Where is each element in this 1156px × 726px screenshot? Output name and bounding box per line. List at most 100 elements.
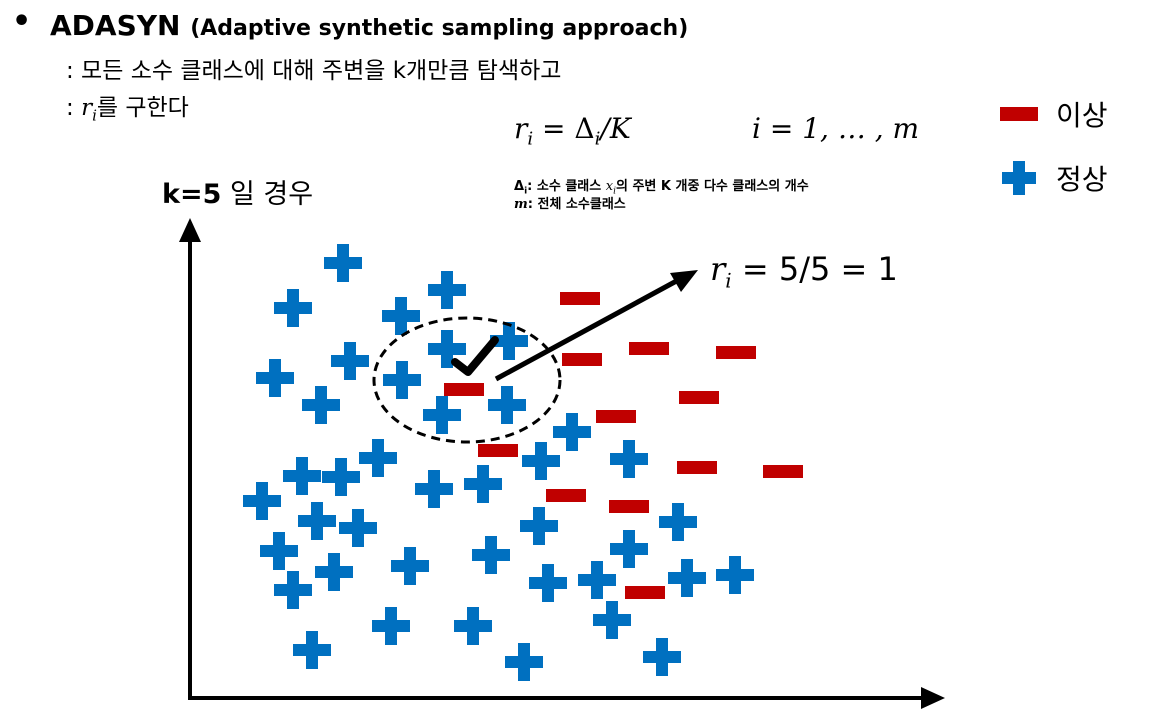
majority-plus-marker xyxy=(324,244,362,282)
majority-plus-marker xyxy=(578,561,616,599)
formula-div: /K xyxy=(600,112,631,145)
majority-plus-marker xyxy=(256,359,294,397)
minority-minus-marker xyxy=(679,391,719,404)
note-delta: Δi: 소수 클래스 xi의 주변 K 개중 다수 클래스의 개수 xyxy=(514,175,809,197)
minority-minus-marker xyxy=(677,461,717,474)
minority-minus-marker xyxy=(596,410,636,423)
line2-suffix: 를 구한다 xyxy=(96,95,189,121)
k-case-label: k=5 일 경우 xyxy=(162,172,313,211)
majority-plus-marker xyxy=(659,503,697,541)
majority-plus-marker xyxy=(464,465,502,503)
note-delta-sub: i xyxy=(524,186,528,197)
majority-plus-marker xyxy=(668,559,706,597)
majority-plus-marker xyxy=(359,439,397,477)
k-case-text: 일 경우 xyxy=(221,179,314,210)
line2-sub: i xyxy=(92,106,97,125)
minus-icon xyxy=(1000,107,1038,121)
x-axis-arrow-icon xyxy=(921,687,945,709)
axes xyxy=(179,218,945,709)
bullet: • xyxy=(12,4,32,39)
slide-title: ADASYN (Adaptive synthetic sampling appr… xyxy=(50,9,688,42)
ri-result-var: r xyxy=(710,250,726,288)
note-m-text: : 전체 소수클래스 xyxy=(527,197,626,212)
k-value: k=5 xyxy=(162,179,222,210)
majority-plus-marker xyxy=(339,509,377,547)
majority-plus-marker xyxy=(454,607,492,645)
majority-plus-marker xyxy=(298,502,336,540)
ri-result-label: ri = 5/5 = 1 xyxy=(710,250,898,292)
note-m: m: 전체 소수클래스 xyxy=(514,193,626,212)
legend-minority: 이상 xyxy=(1000,94,1108,134)
minority-minus-marker xyxy=(625,586,665,599)
majority-plus-marker xyxy=(423,396,461,434)
minority-minus-marker xyxy=(478,444,518,457)
minority-minus-marker xyxy=(562,353,602,366)
majority-plus-marker xyxy=(302,386,340,424)
majority-plus-marker xyxy=(428,330,466,368)
minority-minus-marker xyxy=(716,346,756,359)
title-subtitle: (Adaptive synthetic sampling approach) xyxy=(190,16,689,41)
majority-plus-marker xyxy=(610,440,648,478)
majority-plus-marker xyxy=(243,482,281,520)
description-line-2: : ri를 구한다 xyxy=(66,88,189,125)
minority-minus-marker xyxy=(546,489,586,502)
description-line-1: : 모든 소수 클래스에 대해 주변을 k개만큼 탐색하고 xyxy=(66,58,562,84)
y-axis-arrow-icon xyxy=(179,218,201,242)
majority-plus-marker xyxy=(274,289,312,327)
legend-minority-label: 이상 xyxy=(1056,99,1108,132)
formula-delta-sub: i xyxy=(594,128,601,150)
majority-plus-marker xyxy=(322,458,360,496)
majority-plus-marker xyxy=(315,553,353,591)
title-main: ADASYN xyxy=(50,9,181,42)
majority-plus-marker xyxy=(391,547,429,585)
formula-range: i = 1, … , m xyxy=(752,112,920,145)
pointer-arrow xyxy=(494,275,684,382)
majority-plus-marker xyxy=(283,457,321,495)
majority-plus-marker xyxy=(522,442,560,480)
majority-plus-marker xyxy=(643,638,681,676)
neighborhood-circle xyxy=(372,316,562,444)
majority-plus-marker xyxy=(293,631,331,669)
minority-minus-marker xyxy=(444,383,484,396)
majority-plus-marker xyxy=(490,322,528,360)
majority-plus-marker xyxy=(274,571,312,609)
majority-plus-marker xyxy=(428,271,466,309)
majority-plus-marker xyxy=(610,530,648,568)
check-mark-icon xyxy=(451,336,499,376)
ri-result-sub: i xyxy=(725,268,732,293)
majority-plus-marker xyxy=(716,556,754,594)
majority-plus-marker xyxy=(529,564,567,602)
minority-minus-marker xyxy=(560,292,600,305)
pointer-arrow-head-icon xyxy=(670,270,698,292)
legend-majority: 정상 xyxy=(1000,158,1108,198)
majority-plus-marker xyxy=(415,470,453,508)
note-delta-b: 의 주변 K 개중 다수 클래스의 개수 xyxy=(615,179,809,194)
majority-plus-marker xyxy=(593,601,631,639)
ri-result-text: = 5/5 = 1 xyxy=(731,250,898,288)
note-delta-var: Δ xyxy=(514,179,525,194)
majority-plus-marker xyxy=(472,536,510,574)
majority-plus-marker xyxy=(553,413,591,451)
line2-prefix: : xyxy=(66,95,82,121)
majority-plus-marker xyxy=(520,507,558,545)
formula-eq: = Δ xyxy=(533,112,595,145)
majority-plus-marker xyxy=(382,297,420,335)
note-m-var: m xyxy=(514,197,528,212)
ri-formula: ri = Δi/K xyxy=(514,112,631,150)
note-x-sub: i xyxy=(613,186,616,197)
plus-icon xyxy=(1002,161,1036,195)
line2-var: r xyxy=(81,95,93,121)
minority-minus-marker xyxy=(609,500,649,513)
majority-plus-marker xyxy=(372,607,410,645)
majority-plus-marker xyxy=(505,643,543,681)
minority-minus-marker xyxy=(629,342,669,355)
majority-plus-marker xyxy=(331,342,369,380)
majority-plus-marker xyxy=(383,361,421,399)
majority-plus-marker xyxy=(488,386,526,424)
majority-plus-marker xyxy=(260,532,298,570)
formula-r: r xyxy=(514,112,528,145)
note-delta-a: : 소수 클래스 xyxy=(527,179,606,194)
note-x: x xyxy=(605,179,614,194)
formula-r-sub: i xyxy=(527,128,534,150)
